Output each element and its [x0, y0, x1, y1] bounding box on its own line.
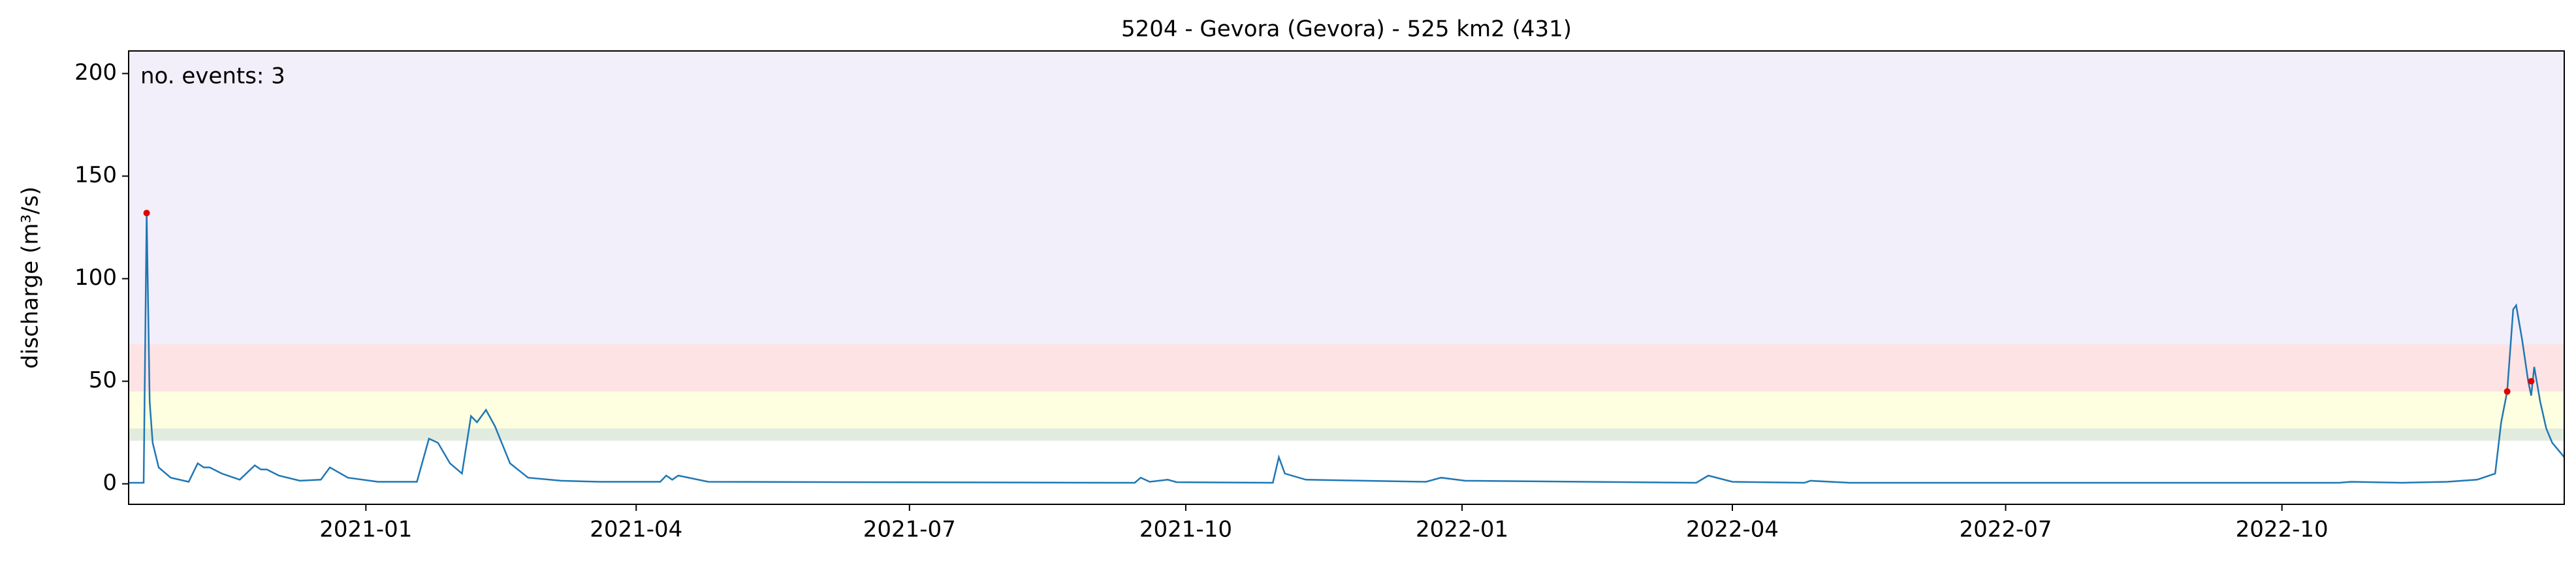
event-point	[143, 210, 150, 217]
y-tick-label: 50	[89, 367, 117, 393]
threshold-band	[129, 344, 2564, 392]
x-tick-label: 2021-01	[319, 517, 412, 543]
plot-frame	[128, 50, 2565, 505]
x-tick-label: 2022-10	[2236, 517, 2329, 543]
y-tick-label: 150	[74, 162, 117, 188]
x-tick-label: 2021-07	[863, 517, 956, 543]
discharge-line	[129, 213, 2565, 484]
chart-title: 5204 - Gevora (Gevora) - 525 km2 (431)	[1121, 16, 1572, 42]
event-point	[2504, 388, 2511, 395]
x-tick-label: 2021-10	[1139, 517, 1232, 543]
x-tick-label: 2022-04	[1686, 517, 1779, 543]
x-tick-label: 2022-07	[1960, 517, 2052, 543]
x-tick-label: 2022-01	[1416, 517, 1508, 543]
y-axis-label: discharge (m³/s)	[18, 187, 44, 369]
threshold-band	[129, 391, 2564, 429]
event-point	[2528, 378, 2535, 385]
y-tick-label: 0	[103, 470, 117, 496]
y-tick-label: 200	[74, 59, 117, 86]
event-count: no. events: 3	[140, 63, 285, 89]
y-tick-label: 100	[74, 265, 117, 291]
threshold-band	[129, 51, 2564, 345]
threshold-band	[129, 428, 2564, 441]
x-tick-label: 2021-04	[590, 517, 682, 543]
